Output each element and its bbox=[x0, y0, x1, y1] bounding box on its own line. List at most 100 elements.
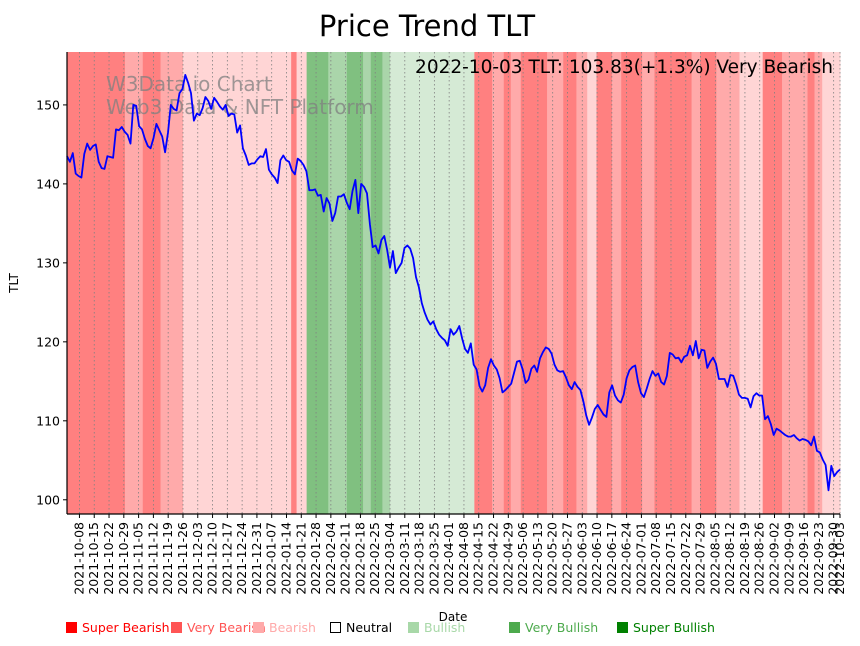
x-tick-label: 2022-09-16 bbox=[796, 522, 811, 595]
regime-band-bearish bbox=[814, 52, 823, 514]
x-tick-label: 2022-06-10 bbox=[589, 522, 604, 595]
x-tick-label: 2021-11-19 bbox=[160, 522, 175, 595]
regime-band-neutral-green bbox=[390, 52, 475, 514]
y-tick-label: 110 bbox=[36, 413, 60, 428]
regime-band-very-bearish bbox=[291, 52, 298, 514]
x-tick-label: 2022-06-17 bbox=[604, 522, 619, 595]
regime-band-very-bearish bbox=[621, 52, 643, 514]
regime-band-bearish bbox=[124, 52, 144, 514]
legend-item-very-bullish: Very Bullish bbox=[509, 620, 598, 635]
legend-label: Very Bullish bbox=[525, 620, 599, 635]
x-tick-label: 2022-09-30 bbox=[826, 522, 841, 595]
regime-band-very-bearish bbox=[503, 52, 512, 514]
x-tick-label: 2022-07-22 bbox=[678, 522, 693, 595]
y-tick-label: 150 bbox=[36, 97, 60, 112]
regime-band-neutral-pink bbox=[587, 52, 598, 514]
x-tick-label: 2022-05-27 bbox=[559, 522, 574, 595]
regime-band-very-bearish bbox=[654, 52, 693, 514]
watermark-line-2: Web3 Data & NFT Platform bbox=[106, 95, 374, 119]
regime-bands bbox=[67, 52, 841, 514]
x-tick-label: 2022-01-07 bbox=[264, 522, 279, 595]
x-axis-label: Date bbox=[439, 610, 468, 624]
x-tick-label: 2022-08-26 bbox=[752, 522, 767, 595]
x-tick-label: 2022-04-22 bbox=[486, 522, 501, 595]
regime-band-bearish bbox=[691, 52, 701, 514]
x-tick-label: 2022-07-15 bbox=[663, 522, 678, 595]
y-axis-label: TLT bbox=[7, 272, 21, 293]
regime-band-bearish bbox=[611, 52, 622, 514]
legend-label: Bearish bbox=[269, 620, 316, 635]
x-tick-label: 2021-11-12 bbox=[145, 522, 160, 595]
regime-band-very-bearish bbox=[520, 52, 548, 514]
legend-item-neutral: Neutral bbox=[330, 620, 392, 635]
regime-band-bearish bbox=[492, 52, 505, 514]
x-tick-label: 2021-12-31 bbox=[249, 522, 264, 595]
regime-band-very-bearish bbox=[807, 52, 815, 514]
regime-band-bearish-light bbox=[160, 52, 184, 514]
x-tick-label: 2021-12-17 bbox=[219, 522, 234, 595]
regime-band-very-bullish bbox=[306, 52, 329, 514]
legend-item-super-bearish: Super Bearish bbox=[66, 620, 170, 635]
regime-band-bearish bbox=[510, 52, 522, 514]
x-tick-label: 2021-11-05 bbox=[131, 522, 146, 595]
x-tick-label: 2022-05-13 bbox=[530, 522, 545, 595]
x-tick-label: 2022-02-25 bbox=[367, 522, 382, 595]
x-tick-label: 2021-12-10 bbox=[205, 522, 220, 595]
legend-label: Bullish bbox=[424, 620, 466, 635]
regime-band-bullish bbox=[328, 52, 348, 514]
vertical-gridlines bbox=[79, 52, 841, 514]
y-tick-label: 130 bbox=[36, 255, 60, 270]
x-tick-label: 2022-04-08 bbox=[456, 522, 471, 595]
legend-swatch-icon bbox=[509, 622, 520, 633]
regime-band-very-bearish bbox=[563, 52, 577, 514]
x-tick-label: 2022-03-11 bbox=[397, 522, 412, 595]
legend-swatch-icon bbox=[617, 622, 628, 633]
x-tick-label: 2022-04-01 bbox=[441, 522, 456, 595]
y-axis-ticks: 100 110 120 130 140 150 bbox=[36, 97, 67, 507]
x-tick-label: 2022-09-23 bbox=[811, 522, 826, 595]
regime-band-very-bearish bbox=[700, 52, 717, 514]
x-tick-label: 2022-07-29 bbox=[693, 522, 708, 595]
legend: Super Bearish Very Bearish Bearish Neutral B… bbox=[66, 620, 856, 638]
y-tick-label: 120 bbox=[36, 334, 60, 349]
regime-band-bullish bbox=[363, 52, 372, 514]
legend-swatch-icon bbox=[330, 622, 341, 633]
x-tick-label: 2022-10-03 bbox=[832, 522, 847, 595]
x-tick-label: 2021-10-29 bbox=[116, 522, 131, 595]
regime-band-very-bearish bbox=[142, 52, 162, 514]
x-tick-label: 2022-08-19 bbox=[737, 522, 752, 595]
y-tick-label: 140 bbox=[36, 176, 60, 191]
legend-item-bullish: Bullish bbox=[408, 620, 465, 635]
x-tick-label: 2022-03-18 bbox=[412, 522, 427, 595]
legend-swatch-icon bbox=[66, 622, 77, 633]
regime-band-neutral-pink bbox=[182, 52, 292, 514]
x-tick-label: 2021-10-15 bbox=[86, 522, 101, 595]
x-tick-label: 2021-12-03 bbox=[190, 522, 205, 595]
regime-band-neutral-pink bbox=[296, 52, 308, 514]
legend-swatch-icon bbox=[253, 622, 264, 633]
x-tick-label: 2022-02-04 bbox=[323, 522, 338, 595]
x-tick-label: 2022-06-24 bbox=[619, 522, 634, 595]
regime-band-very-bearish bbox=[762, 52, 783, 514]
axes bbox=[66, 52, 840, 515]
legend-label: Very Bearish bbox=[187, 620, 266, 635]
x-tick-label: 2022-07-01 bbox=[633, 522, 648, 595]
regime-band-bullish bbox=[382, 52, 391, 514]
legend-label: Neutral bbox=[346, 620, 393, 635]
regime-band-very-bearish bbox=[67, 52, 126, 514]
legend-swatch-icon bbox=[408, 622, 419, 633]
status-text: 2022-10-03 TLT: 103.83(+1.3%) Very Beari… bbox=[415, 57, 833, 78]
x-tick-label: 2022-08-05 bbox=[707, 522, 722, 595]
regime-band-bearish bbox=[642, 52, 655, 514]
x-tick-label: 2022-08-12 bbox=[722, 522, 737, 595]
regime-band-bearish bbox=[716, 52, 741, 514]
x-tick-label: 2021-10-22 bbox=[101, 522, 116, 595]
x-tick-label: 2022-07-08 bbox=[648, 522, 663, 595]
x-tick-label: 2022-01-14 bbox=[278, 522, 293, 595]
legend-item-very-bearish: Very Bearish bbox=[171, 620, 266, 635]
regime-band-very-bearish bbox=[596, 52, 613, 514]
regime-band-bearish bbox=[547, 52, 564, 514]
x-tick-label: 2022-05-06 bbox=[515, 522, 530, 595]
x-tick-label: 2022-03-04 bbox=[382, 522, 397, 595]
